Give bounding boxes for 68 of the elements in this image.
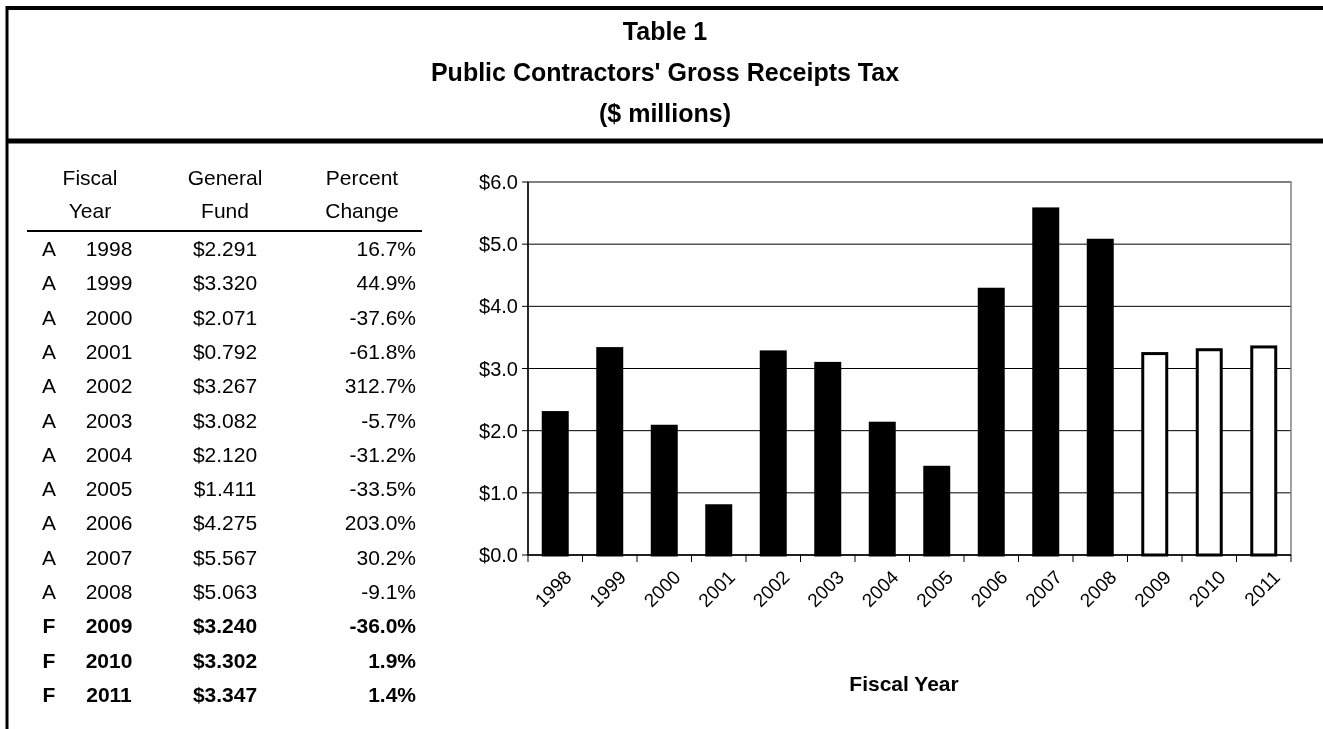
text: $2.291 (192, 237, 258, 260)
text: 312.7% (344, 374, 416, 398)
text: $3.320 (192, 271, 258, 295)
text: A (41, 237, 57, 260)
y-tick-label: $4.0 (479, 295, 518, 318)
y-tick-label: $2.0 (479, 419, 518, 442)
chart-subtitle: ($ millions) (599, 99, 731, 127)
category-label: 1999 (85, 271, 133, 295)
text: A (41, 442, 57, 466)
category-label: 1998 (85, 237, 133, 260)
text: $3.082 (192, 408, 258, 432)
text: $5.567 (192, 545, 258, 569)
chart-title: Table 1 Public Contractors' Gross Receipts Tax (430, 17, 900, 86)
text: F (42, 614, 56, 638)
category-label: 2009 (85, 614, 133, 638)
category-label: 2007 (85, 545, 133, 569)
x-axis-title: Fiscal Year (849, 672, 959, 695)
text: $2.071 (192, 305, 258, 329)
text: A (41, 305, 57, 329)
text: 30.2% (356, 545, 416, 569)
text: 16.7% (356, 237, 416, 260)
text: -9.1% (361, 580, 416, 603)
text: 1.4% (368, 682, 417, 706)
text: F (42, 682, 56, 706)
text: 203.0% (344, 511, 416, 535)
text: A (41, 511, 57, 535)
text: Percent Change (325, 166, 399, 222)
text: -37.6% (349, 305, 416, 329)
text: A (41, 408, 57, 432)
text: -31.2% (349, 442, 416, 466)
text: A (41, 580, 57, 603)
text: $2.120 (192, 442, 258, 466)
text: -33.5% (349, 477, 416, 501)
category-label: 2001 (85, 339, 133, 363)
text: -5.7% (361, 408, 416, 432)
text: A (41, 339, 57, 363)
text: $4.275 (192, 511, 258, 535)
text: A (41, 271, 57, 295)
text: Fiscal Year (62, 166, 118, 222)
text: -36.0% (349, 614, 417, 638)
text: F (42, 648, 56, 672)
category-label: 2003 (85, 408, 133, 432)
text: $0.792 (192, 339, 258, 363)
text: $3.347 (192, 682, 258, 706)
category-label: 2004 (85, 442, 133, 466)
text: A (41, 545, 57, 569)
category-label: 2010 (85, 648, 133, 672)
y-tick-label: $0.0 (479, 544, 518, 566)
text: -61.8% (349, 339, 416, 363)
category-label: 2006 (85, 511, 133, 535)
category-label: 2002 (85, 374, 133, 398)
text: General Fund (187, 166, 263, 222)
text: $3.240 (192, 614, 258, 638)
category-label: 2000 (85, 305, 133, 329)
text: $5.063 (192, 580, 258, 603)
category-label: 2005 (85, 477, 133, 501)
y-tick-label: $1.0 (479, 481, 518, 504)
text: 44.9% (356, 271, 416, 295)
text: A (41, 374, 57, 398)
y-tick-label: $6.0 (479, 171, 518, 193)
text: A (41, 477, 57, 501)
text: $1.411 (193, 477, 257, 501)
text: $3.267 (192, 374, 258, 398)
text: 1.9% (368, 648, 417, 672)
y-tick-label: $5.0 (479, 233, 518, 256)
category-label: 2011 (86, 682, 132, 706)
y-tick-label: $3.0 (479, 357, 518, 380)
text: $3.302 (192, 648, 258, 672)
